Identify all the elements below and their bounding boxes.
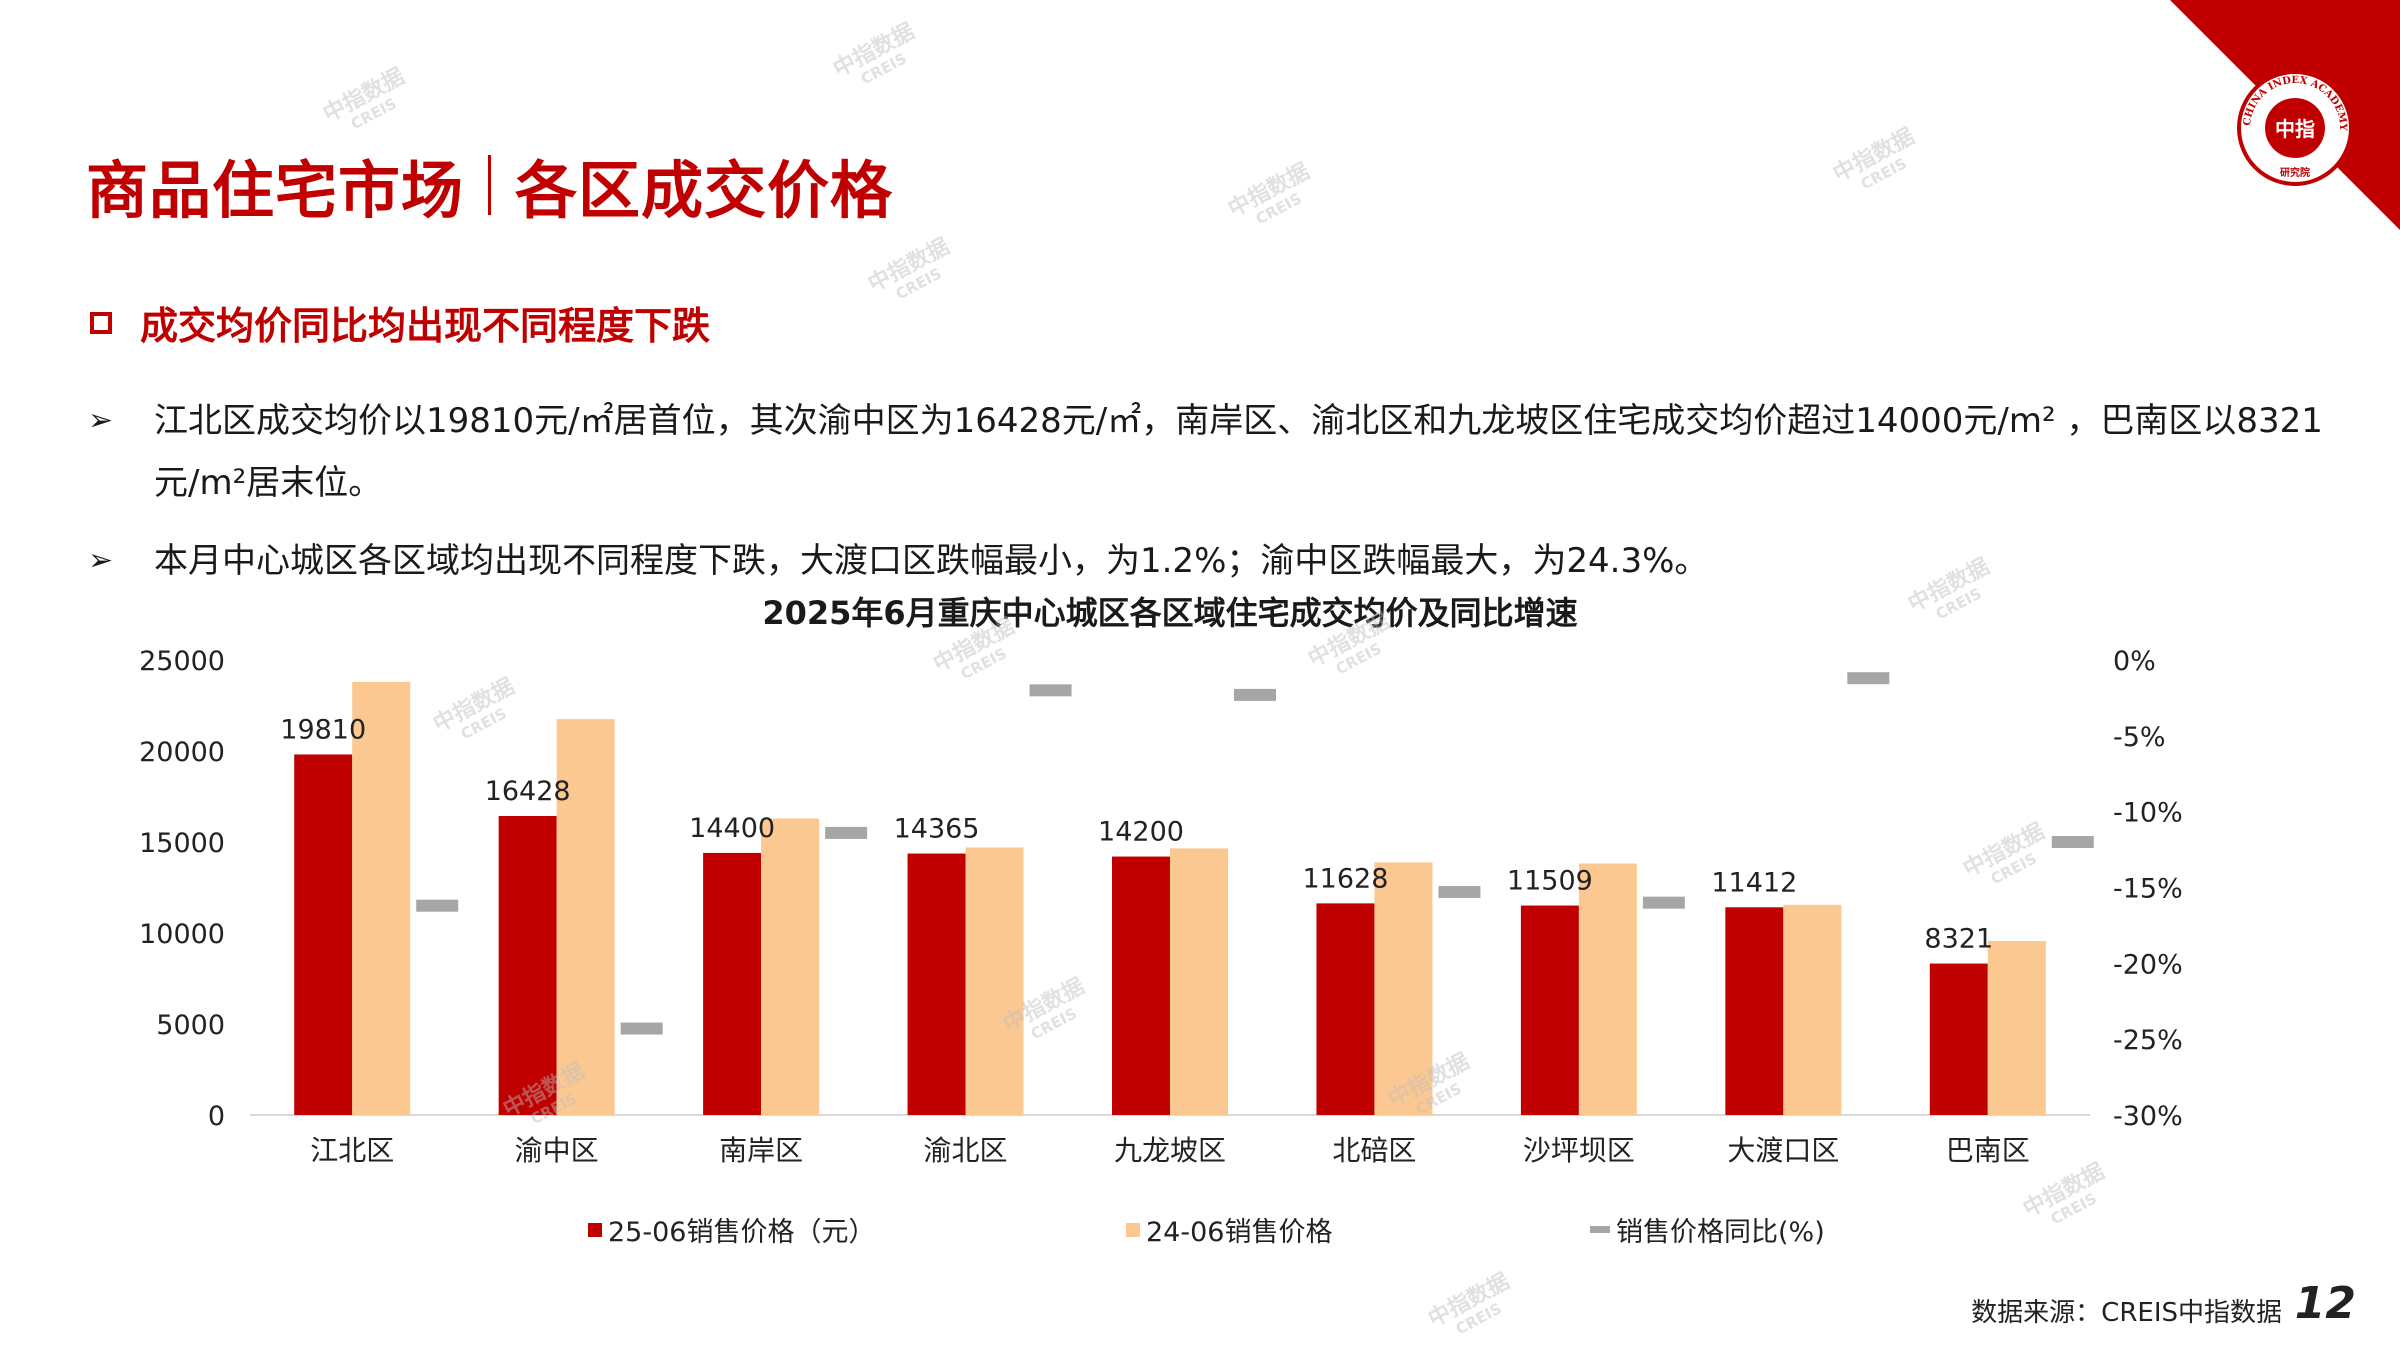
bar-2024	[1578, 863, 1637, 1115]
x-category-label: 大渡口区	[1727, 1134, 1839, 1167]
corner-logo: CHINA INDEX ACADEMY 中指 研究院	[2170, 0, 2400, 230]
arrow-right-icon: ➢	[88, 543, 114, 578]
bar-2025	[294, 754, 353, 1115]
square-bullet-icon	[90, 311, 112, 334]
y-right-tick-label: -10%	[2113, 798, 2183, 829]
bar-2024	[761, 818, 820, 1115]
bar-2025-data-label: 8321	[1924, 924, 1993, 955]
bar-2024	[1783, 904, 1842, 1115]
yoy-marker	[825, 826, 868, 839]
yoy-marker	[1234, 688, 1276, 701]
legend-label-2025: 25-06销售价格（元）	[608, 1217, 876, 1248]
bar-2024	[965, 847, 1024, 1115]
y-left-tick-label: 5000	[156, 1010, 225, 1041]
y-right-tick-label: -20%	[2113, 949, 2183, 980]
y-right-tick-label: -15%	[2113, 874, 2183, 905]
bar-2025	[1929, 963, 1988, 1115]
bar-2025-data-label: 16428	[485, 776, 571, 807]
bar-2025-data-label: 11412	[1711, 867, 1797, 898]
bullet-item-2: ➢ 本月中心城区各区域均出现不同程度下跌，大渡口区跌幅最小，为1.2%；渝中区跌…	[88, 530, 2348, 592]
page-title: 商品住宅市场 各区成交价格	[86, 140, 893, 230]
yoy-marker	[2051, 836, 2094, 848]
page-title-right: 各区成交价格	[515, 154, 894, 227]
y-right-tick-label: -30%	[2113, 1101, 2183, 1132]
bullet-text-2: 本月中心城区各区域均出现不同程度下跌，大渡口区跌幅最小，为1.2%；渝中区跌幅最…	[154, 541, 1709, 581]
section-subtitle: 成交均价同比均出现不同程度下跌	[90, 295, 710, 350]
x-category-label: 北碚区	[1332, 1134, 1416, 1167]
data-source: 数据来源：CREIS中指数据	[1971, 1298, 2282, 1328]
yoy-marker	[416, 899, 459, 912]
bar-2025	[1520, 905, 1579, 1115]
bar-2024	[352, 681, 411, 1115]
y-left-tick-label: 10000	[139, 919, 225, 950]
legend-item-2025: 25-06销售价格（元）	[588, 1210, 875, 1249]
bar-2025	[907, 853, 966, 1115]
x-category-label: 南岸区	[719, 1134, 803, 1167]
x-category-label: 巴南区	[1946, 1134, 2030, 1167]
logo-center-text: 中指	[2275, 117, 2315, 141]
legend-label-yoy: 销售价格同比(%)	[1616, 1217, 1825, 1248]
y-right-tick-label: -25%	[2113, 1025, 2183, 1056]
bar-2025	[703, 852, 762, 1115]
legend-item-2024: 24-06销售价格	[1126, 1210, 1332, 1249]
yoy-marker	[1847, 672, 1890, 685]
x-category-label: 九龙坡区	[1114, 1134, 1226, 1167]
yoy-marker	[1029, 684, 1072, 697]
bar-2025-data-label: 14200	[1098, 817, 1184, 848]
x-category-label: 渝中区	[515, 1134, 599, 1167]
x-category-label: 江北区	[310, 1134, 394, 1167]
yoy-marker	[1438, 886, 1481, 899]
legend-item-yoy: 销售价格同比(%)	[1590, 1210, 1825, 1249]
section-subtitle-text: 成交均价同比均出现不同程度下跌	[140, 304, 711, 348]
bar-2025-data-label: 14400	[689, 813, 775, 844]
arrow-right-icon: ➢	[88, 403, 114, 438]
bar-2025-data-label: 14365	[894, 814, 980, 845]
chart-title: 2025年6月重庆中心城区各区域住宅成交均价及同比增速	[762, 594, 1578, 632]
x-category-label: 沙坪坝区	[1523, 1134, 1635, 1167]
yoy-marker	[620, 1022, 663, 1035]
bar-2025-data-label: 11628	[1302, 863, 1388, 894]
logo-bottom-text: 研究院	[2280, 166, 2310, 179]
logo-core	[2265, 98, 2325, 158]
y-right-tick-label: 0%	[2113, 646, 2156, 677]
bullet-text-1: 江北区成交均价以19810元/㎡居首位，其次渝中区为16428元/㎡，南岸区、渝…	[154, 401, 2323, 503]
page-title-left: 商品住宅市场	[86, 154, 465, 227]
bullet-item-1: ➢ 江北区成交均价以19810元/㎡居首位，其次渝中区为16428元/㎡，南岸区…	[88, 390, 2348, 514]
y-left-tick-label: 0	[208, 1101, 225, 1132]
legend-swatch-yoy	[1590, 1226, 1610, 1233]
bar-2024	[556, 719, 615, 1115]
page-number: 12	[2294, 1278, 2356, 1329]
bar-2025-data-label: 11509	[1507, 866, 1593, 897]
bar-2025	[1316, 903, 1375, 1115]
y-left-tick-label: 20000	[139, 737, 225, 768]
bar-2024	[1987, 941, 2046, 1115]
bar-2025	[1112, 856, 1170, 1115]
bar-2024	[1170, 848, 1228, 1115]
y-right-tick-label: -5%	[2113, 722, 2166, 753]
yoy-marker	[1642, 896, 1685, 909]
bar-2024	[1374, 862, 1433, 1115]
bar-2025-data-label: 19810	[280, 714, 366, 745]
x-category-label: 渝北区	[924, 1134, 1008, 1167]
y-left-tick-label: 15000	[139, 828, 225, 859]
bar-2025	[1725, 907, 1784, 1115]
y-left-tick-label: 25000	[139, 646, 225, 677]
legend-swatch-2024	[1126, 1222, 1140, 1237]
legend-label-2024: 24-06销售价格	[1146, 1217, 1333, 1248]
bar-2025	[498, 816, 557, 1115]
title-divider	[488, 155, 492, 215]
legend-swatch-2025	[588, 1222, 602, 1237]
